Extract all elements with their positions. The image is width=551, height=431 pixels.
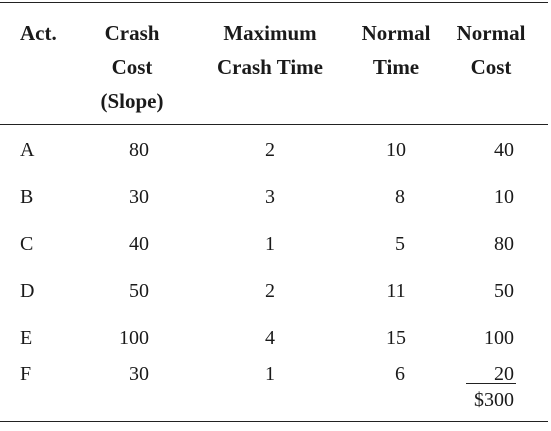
cell-normal-cost: 10 (494, 186, 514, 208)
cell-crash-cost: 30 (129, 363, 149, 385)
cell-normal-cost: 80 (494, 233, 514, 255)
cell-normal-time: 15 (386, 327, 406, 349)
cell-crash-cost: 100 (119, 327, 149, 349)
cell-act: F (20, 363, 32, 385)
cell-normal-time: 5 (395, 233, 405, 255)
table-bottom-rule (0, 421, 548, 422)
cell-max-crash-time: 2 (265, 280, 275, 302)
header-act: Act. (20, 21, 57, 45)
cell-act: B (20, 186, 34, 208)
cell-crash-cost: 40 (129, 233, 149, 255)
cell-normal-cost: 40 (494, 139, 514, 161)
cell-act: D (20, 280, 35, 302)
cell-max-crash-time: 2 (265, 139, 275, 161)
cell-act: C (20, 233, 34, 255)
header-crash-cost: Crash Cost (Slope) (100, 21, 164, 113)
total-normal-cost: $300 (474, 389, 514, 411)
cell-max-crash-time: 1 (265, 233, 275, 255)
cell-normal-cost: 20 (494, 363, 514, 385)
cell-normal-cost: 100 (484, 327, 514, 349)
cell-crash-cost: 80 (129, 139, 149, 161)
cell-normal-cost: 50 (494, 280, 514, 302)
cell-act: A (20, 139, 35, 161)
cell-act: E (20, 327, 33, 349)
header-rule (0, 124, 548, 125)
cell-max-crash-time: 1 (265, 363, 275, 385)
cell-max-crash-time: 3 (265, 186, 275, 208)
header-normal-time: Normal Time (361, 21, 431, 79)
cell-normal-time: 6 (395, 363, 405, 385)
cell-normal-time: 11 (386, 280, 406, 302)
sum-underline (466, 383, 516, 384)
cell-crash-cost: 50 (129, 280, 149, 302)
cell-normal-time: 8 (395, 186, 405, 208)
cell-normal-time: 10 (386, 139, 406, 161)
header-normal-cost: Normal Cost (456, 21, 526, 79)
header-max-crash-time: Maximum Crash Time (217, 21, 323, 79)
cell-crash-cost: 30 (129, 186, 149, 208)
table-top-rule (0, 2, 548, 3)
cell-max-crash-time: 4 (265, 327, 275, 349)
